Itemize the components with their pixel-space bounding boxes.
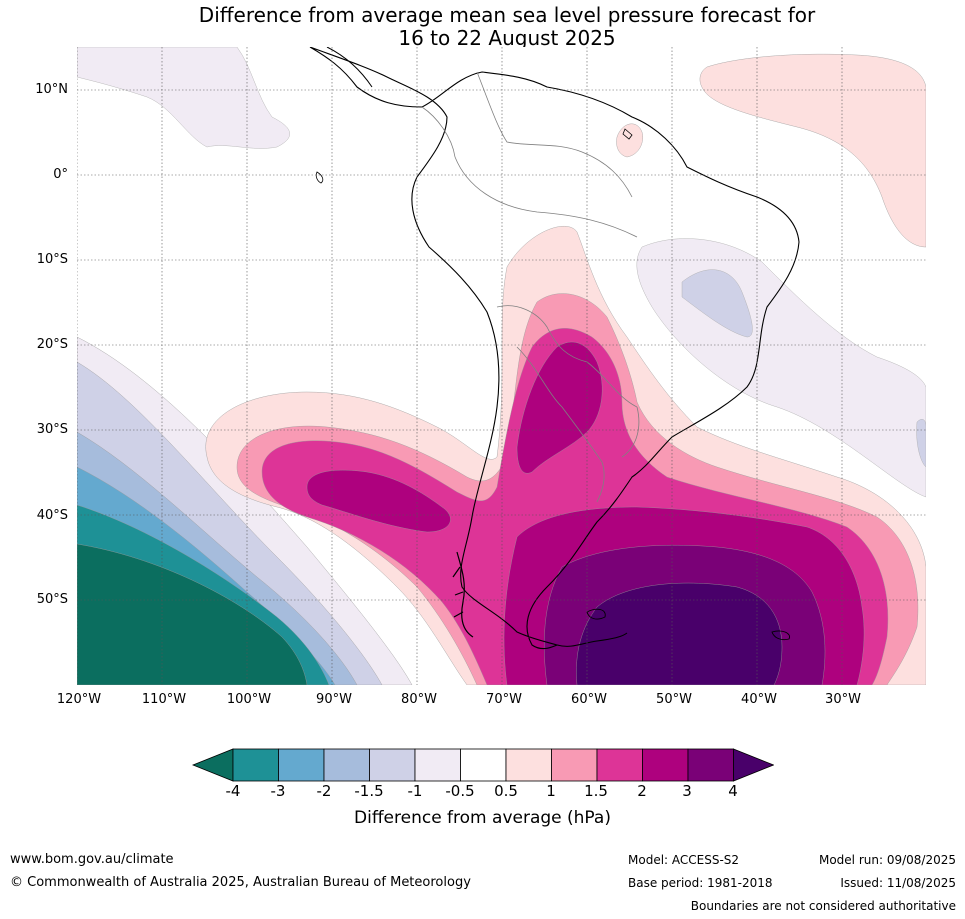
lon-label-80w: 80°W [401,692,437,707]
colorbar-swatch [596,748,643,782]
colorbar-swatch [232,748,279,782]
lat-label-10n: 10°N [35,82,68,97]
colorbar-tick: 1.5 [584,782,608,800]
colorbar-tick: 0.5 [494,782,518,800]
footer-boundaries: Boundaries are not considered authoritat… [690,899,956,913]
lon-label-40w: 40°W [741,692,777,707]
weak-negative-patches [77,47,926,498]
lon-label-50w: 50°W [656,692,692,707]
colorbar-swatch [551,748,598,782]
footer-base-period: Base period: 1981-2018 [628,876,773,890]
lat-label-0: 0° [53,167,68,182]
south-america-outline [309,47,800,650]
colorbar-swatch [460,748,507,782]
footer-model-run: Model run: 09/08/2025 [818,853,956,867]
title-line-1: Difference from average mean sea level p… [198,3,816,27]
map-title: Difference from average mean sea level p… [0,4,965,50]
colorbar-tick: -3 [270,782,286,800]
footer-website: www.bom.gov.au/climate [10,852,174,867]
map-canvas [77,47,926,685]
positive-anomaly-field [205,53,926,685]
footer-issued: Issued: 11/08/2025 [840,876,956,890]
lon-label-70w: 70°W [486,692,522,707]
colorbar-tick: 3 [682,782,692,800]
footer-copyright: © Commonwealth of Australia 2025, Austra… [10,875,471,890]
lat-label-40s: 40°S [36,508,68,523]
colorbar-tick: 1 [546,782,556,800]
colorbar-swatch [278,748,325,782]
lon-label-100w: 100°W [226,692,272,707]
colorbar-tick: 4 [728,782,738,800]
colorbar-tick: -4 [225,782,241,800]
lat-label-20s: 20°S [36,337,68,352]
colorbar-tick: 2 [637,782,647,800]
colorbar-swatch [687,748,734,782]
lat-label-30s: 30°S [36,422,68,437]
lon-label-110w: 110°W [141,692,187,707]
colorbar-tick: -0.5 [445,782,475,800]
colorbar-tick: -2 [316,782,332,800]
colorbar-swatch [642,748,689,782]
colorbar-swatch [414,748,461,782]
colorbar-tick: -1 [407,782,423,800]
pressure-anomaly-map [77,47,926,685]
colorbar-swatch [369,748,416,782]
lat-label-50s: 50°S [36,592,68,607]
negative-anomaly-field [77,336,413,685]
lon-label-60w: 60°W [571,692,607,707]
lon-label-30w: 30°W [825,692,861,707]
colorbar-swatch [323,748,370,782]
footer-model: Model: ACCESS-S2 [628,853,740,867]
lat-label-10s: 10°S [36,252,68,267]
graticule [77,47,926,685]
lon-label-90w: 90°W [316,692,352,707]
title-line-2: 16 to 22 August 2025 [398,26,616,50]
colorbar-label: Difference from average (hPa) [354,808,611,828]
colorbar-extend-high [733,748,774,782]
colorbar-extend-low [192,748,234,782]
colorbar-tick: -1.5 [354,782,384,800]
colorbar-swatch [505,748,552,782]
lon-label-120w: 120°W [56,692,102,707]
colorbar [192,748,774,782]
